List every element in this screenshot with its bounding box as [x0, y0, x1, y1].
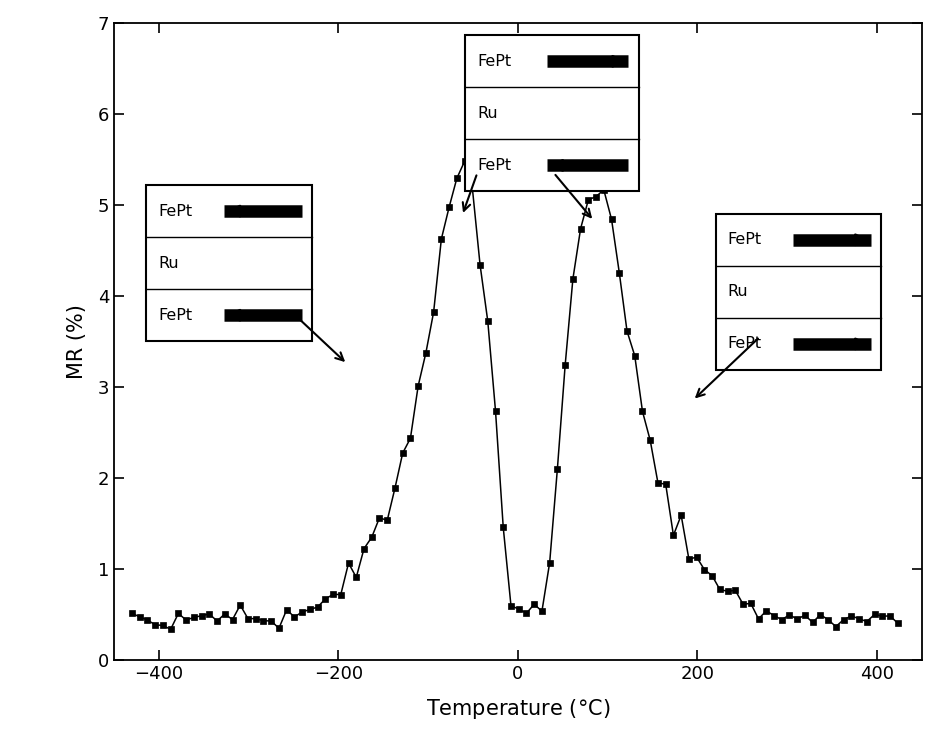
Bar: [466, 35, 638, 191]
Text: FePt: FePt: [158, 308, 192, 322]
Text: Ru: Ru: [158, 256, 179, 271]
Text: FePt: FePt: [727, 337, 761, 352]
Text: FePt: FePt: [727, 232, 761, 248]
Text: Ru: Ru: [478, 106, 498, 121]
Bar: [715, 214, 882, 370]
Y-axis label: MR (%): MR (%): [66, 304, 86, 379]
Bar: [146, 185, 312, 341]
Text: FePt: FePt: [478, 158, 511, 173]
Text: Ru: Ru: [727, 284, 748, 299]
X-axis label: Temperature ($\degree$C): Temperature ($\degree$C): [426, 697, 610, 721]
Text: FePt: FePt: [478, 54, 511, 69]
Text: FePt: FePt: [158, 203, 192, 218]
